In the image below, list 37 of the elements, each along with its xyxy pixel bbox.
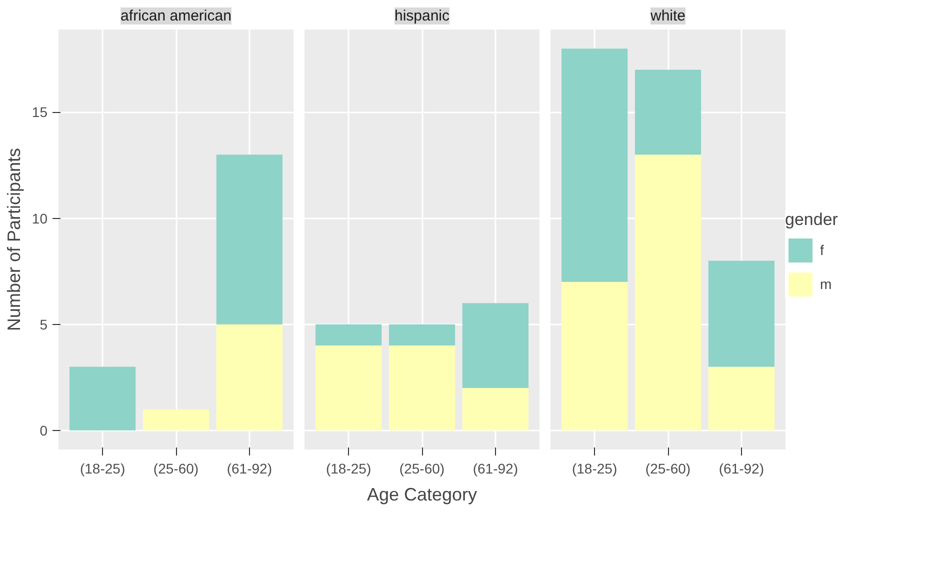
bar: [70, 366, 136, 430]
bar: [216, 324, 282, 430]
x-tick-label: (61-92): [472, 460, 518, 476]
y-tick-label: 5: [40, 316, 48, 332]
x-tick-label: (61-92): [226, 460, 272, 476]
bar: [562, 282, 628, 430]
bar: [708, 366, 774, 430]
y-tick-label: 0: [40, 422, 48, 438]
bar: [462, 303, 528, 388]
chart-title: african american: [120, 8, 232, 24]
x-axis-title: Age Category: [366, 484, 478, 504]
y-tick-label: 10: [32, 210, 48, 226]
legend-label: f: [820, 241, 825, 260]
bar: [634, 154, 702, 430]
x-tick-label: (25-60): [153, 460, 199, 476]
bar: [388, 324, 456, 346]
x-tick-label: (18-25): [572, 460, 618, 476]
chart-title: hispanic: [394, 8, 450, 24]
x-tick-label: (18-25): [326, 460, 372, 476]
y-axis-title: Number of Participants: [4, 148, 24, 332]
chart-title: white: [649, 8, 686, 24]
x-tick-label: (25-60): [645, 460, 691, 476]
bar: [634, 70, 702, 155]
bar: [562, 48, 628, 282]
bar: [708, 260, 774, 367]
bar: [216, 154, 282, 324]
bar: [462, 388, 528, 430]
legend-title: gender: [785, 210, 839, 230]
legend-label: m: [820, 275, 833, 294]
x-tick-label: (25-60): [399, 460, 445, 476]
y-tick-label: 15: [32, 104, 48, 120]
bar: [388, 346, 456, 430]
bar: [142, 409, 210, 430]
bar: [316, 324, 382, 346]
x-tick-label: (18-25): [80, 460, 126, 476]
x-tick-label: (61-92): [718, 460, 764, 476]
bar: [316, 346, 382, 430]
